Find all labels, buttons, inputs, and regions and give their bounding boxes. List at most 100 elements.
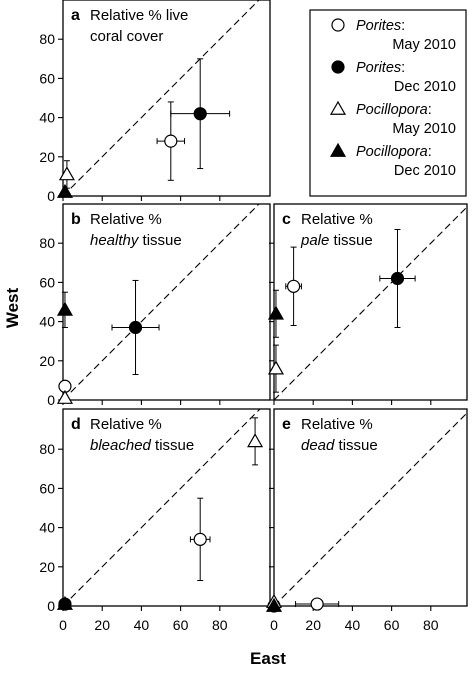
- data-point-triangle-filled: [56, 183, 73, 198]
- panel-title-text: tissue: [329, 232, 372, 249]
- panel-title-line: Relative %: [301, 211, 373, 228]
- data-point-triangle-open: [267, 360, 284, 375]
- y-tick-label: 60: [39, 70, 55, 86]
- x-tick-label: 40: [345, 617, 361, 633]
- identity-line: [274, 206, 467, 400]
- panel-d: 0 20 40 60 80 0 20 40 60 80 d Relative % bleached ti…: [39, 408, 271, 633]
- legend-species: Porites:: [356, 18, 405, 34]
- legend-species: Porites:: [356, 60, 405, 76]
- panel-title-line: bleached tissue: [90, 437, 194, 454]
- x-tick-label: 60: [173, 617, 189, 633]
- data-point-triangle-open: [58, 166, 75, 181]
- legend-date: May 2010: [392, 121, 456, 137]
- y-tick-label: 0: [47, 598, 55, 614]
- identity-line: [63, 0, 260, 196]
- panel-letter: d: [71, 416, 81, 433]
- panel-title-text: coral cover: [90, 28, 163, 45]
- legend-species-name: Porites: [356, 60, 401, 76]
- data-point-circle-open: [164, 134, 178, 148]
- panel-title-text: healthy: [90, 232, 140, 249]
- identity-line: [63, 204, 260, 400]
- panel-title-line: coral cover: [90, 28, 163, 45]
- legend-marker-triangle-open: [329, 100, 347, 115]
- y-tick-label: 0: [47, 188, 55, 204]
- x-tick-label: 0: [270, 617, 278, 633]
- legend-species-suffix: :: [401, 18, 405, 34]
- x-tick-label: 80: [212, 617, 228, 633]
- y-axis-title: West: [3, 288, 22, 329]
- plot-frame: [273, 408, 468, 607]
- data-point-circle-open: [310, 597, 324, 611]
- identity-line: [274, 412, 467, 606]
- plot-frame: [62, 0, 271, 197]
- y-tick-label: 40: [39, 314, 55, 330]
- y-tick-label: 0: [47, 392, 55, 408]
- y-tick-label: 60: [39, 480, 55, 496]
- panel-a: 0 20 40 60 80 a Relative % live coral cover: [39, 0, 271, 204]
- y-tick-label: 20: [39, 353, 55, 369]
- panel-letter: a: [71, 7, 80, 24]
- panel-title-text: tissue: [138, 232, 181, 249]
- legend-species-name: Pocillopora: [356, 102, 428, 118]
- y-tick-label: 20: [39, 149, 55, 165]
- legend-species-suffix: :: [428, 144, 432, 160]
- panel-title-text: Relative %: [90, 211, 162, 228]
- x-tick-label: 40: [134, 617, 150, 633]
- panel-title-line: pale tissue: [300, 232, 373, 249]
- legend-date: Dec 2010: [394, 79, 456, 95]
- y-tick-label: 60: [39, 274, 55, 290]
- panel-letter: c: [282, 211, 291, 228]
- panel-e: 0 20 40 60 80 e Relative % dead tissue: [265, 408, 468, 633]
- data-point-triangle-filled: [267, 305, 284, 320]
- legend-box: [309, 9, 467, 197]
- data-point-circle-open: [287, 279, 301, 293]
- legend-species-name: Porites: [356, 18, 401, 34]
- panel-title-text: Relative % live: [90, 7, 188, 24]
- data-point-circle-filled: [390, 271, 405, 286]
- data-point-circle-filled: [128, 320, 143, 335]
- data-point-triangle-filled: [56, 595, 73, 610]
- y-tick-label: 40: [39, 520, 55, 536]
- panel-title-line: dead tissue: [301, 437, 378, 454]
- x-tick-label: 0: [59, 617, 67, 633]
- panel-title-line: Relative % live: [90, 7, 188, 24]
- plot-frame: [62, 203, 271, 401]
- legend: Porites: May 2010 Porites: Dec 2010 Pocillop…: [309, 9, 467, 197]
- x-tick-label: 80: [423, 617, 439, 633]
- panel-title-line: Relative %: [90, 416, 162, 433]
- identity-line: [63, 409, 261, 606]
- x-axis-title: East: [250, 649, 286, 668]
- x-tick-label: 20: [94, 617, 110, 633]
- legend-marker-circle-filled: [331, 60, 345, 74]
- panel-title-text: Relative %: [90, 416, 162, 433]
- legend-species-suffix: :: [401, 60, 405, 76]
- legend-marker-triangle-filled: [329, 142, 347, 157]
- panel-title-line: Relative %: [90, 211, 162, 228]
- panel-title-text: Relative %: [301, 211, 373, 228]
- data-point-triangle-filled: [265, 597, 283, 612]
- panel-letter: e: [282, 416, 291, 433]
- panel-title-line: healthy tissue: [90, 232, 182, 249]
- legend-date: Dec 2010: [394, 163, 456, 179]
- data-point-circle-open: [193, 532, 207, 546]
- panel-c: c Relative % pale tissue: [267, 203, 468, 405]
- panel-title-text: pale: [300, 232, 329, 249]
- panel-b: 0 20 40 60 80 b Relative % healthy tissue: [39, 203, 271, 408]
- panel-title-line: Relative %: [301, 416, 373, 433]
- panel-letter: b: [71, 211, 81, 228]
- legend-species: Pocillopora:: [356, 102, 432, 118]
- panel-title-text: bleached: [90, 437, 152, 454]
- data-point-triangle-open: [56, 389, 73, 404]
- y-tick-label: 80: [39, 235, 55, 251]
- y-tick-label: 80: [39, 31, 55, 47]
- x-tick-label: 20: [305, 617, 321, 633]
- data-point-triangle-filled: [56, 301, 73, 316]
- legend-date: May 2010: [392, 37, 456, 53]
- y-tick-label: 80: [39, 441, 55, 457]
- legend-species-suffix: :: [428, 102, 432, 118]
- data-point-circle-filled: [193, 107, 207, 121]
- x-tick-label: 60: [384, 617, 400, 633]
- legend-species: Pocillopora:: [356, 144, 432, 160]
- y-tick-label: 20: [39, 559, 55, 575]
